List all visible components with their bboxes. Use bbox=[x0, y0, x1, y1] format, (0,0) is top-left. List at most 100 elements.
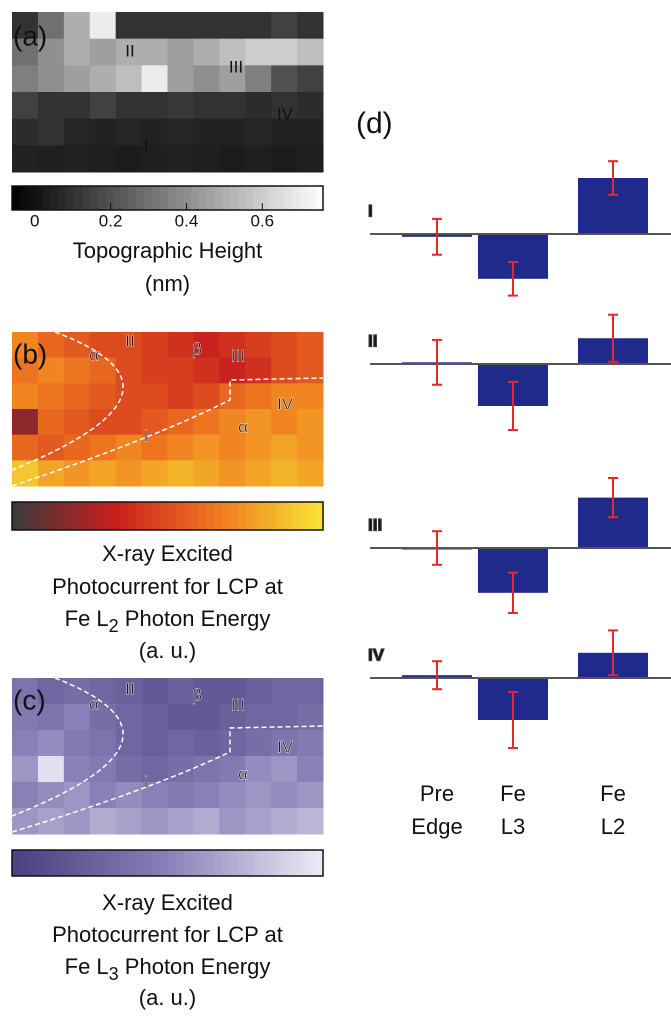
colorbar-segment bbox=[221, 502, 231, 530]
heatmap-cell bbox=[297, 808, 324, 835]
heatmap-cell bbox=[37, 756, 65, 783]
colorbar-segment bbox=[50, 502, 60, 530]
heatmap-cell bbox=[12, 357, 39, 384]
heatmap-cell bbox=[271, 92, 298, 120]
heatmap-cell bbox=[193, 434, 220, 461]
heatmap-cell bbox=[37, 12, 65, 40]
colorbar-segment bbox=[291, 502, 301, 530]
heatmap-cell bbox=[219, 678, 246, 705]
heatmap-cell bbox=[63, 118, 91, 146]
colorbar-segment bbox=[151, 502, 161, 530]
heatmap-cell bbox=[89, 357, 117, 384]
colorbar-segment bbox=[198, 850, 207, 876]
heatmap-cell bbox=[219, 730, 246, 757]
colorbar-segment bbox=[120, 186, 130, 210]
heatmap-cell bbox=[12, 145, 39, 173]
heatmap-cell bbox=[245, 145, 272, 173]
series-label: IV bbox=[368, 645, 385, 664]
colorbar-label-part: 3 bbox=[109, 964, 119, 984]
colorbar-segment bbox=[190, 850, 200, 876]
colorbar-segment bbox=[253, 186, 262, 210]
heatmap-cell bbox=[219, 409, 246, 436]
colorbar-segment bbox=[66, 186, 75, 210]
colorbar-segment bbox=[260, 186, 270, 210]
heatmap-cell bbox=[245, 12, 272, 40]
colorbar-segment bbox=[183, 502, 192, 530]
heatmap-cell bbox=[193, 730, 220, 757]
heatmap-cell bbox=[167, 730, 194, 757]
heatmap-cell bbox=[167, 782, 194, 809]
heatmap-cell bbox=[167, 460, 194, 487]
region-label: IV bbox=[277, 394, 294, 413]
heatmap-cell bbox=[37, 145, 65, 173]
colorbar-segment bbox=[113, 502, 122, 530]
colorbar-segment bbox=[97, 850, 106, 876]
colorbar-segment bbox=[43, 502, 52, 530]
heatmap-cell bbox=[167, 38, 194, 66]
colorbar-segment bbox=[19, 502, 29, 530]
heatmap-cell bbox=[37, 92, 65, 120]
heatmap-cell bbox=[245, 756, 272, 783]
heatmap-cell bbox=[193, 782, 220, 809]
heatmap-cell bbox=[63, 38, 91, 66]
region-label: β bbox=[192, 685, 202, 704]
series-label: II bbox=[368, 331, 377, 350]
colorbar-segment bbox=[35, 850, 44, 876]
heatmap-cell bbox=[193, 460, 220, 487]
heatmap-cell bbox=[37, 409, 65, 436]
colorbar-segment bbox=[276, 850, 285, 876]
heatmap-cell bbox=[271, 808, 298, 835]
heatmap-cell bbox=[12, 756, 39, 783]
colorbar-segment bbox=[128, 850, 137, 876]
heatmap-cell bbox=[245, 434, 272, 461]
colorbar-label-part: Fe L bbox=[65, 954, 109, 979]
colorbar-label-part: Photon Energy bbox=[119, 954, 271, 979]
colorbar-label: Photocurrent for LCP at bbox=[52, 922, 283, 947]
heatmap-cell bbox=[12, 678, 39, 705]
heatmap-cell bbox=[271, 678, 298, 705]
colorbar-segment bbox=[299, 502, 308, 530]
colorbar-segment bbox=[237, 502, 246, 530]
heatmap-cell bbox=[115, 730, 143, 757]
colorbar-segment bbox=[27, 850, 36, 876]
heatmap-cell bbox=[89, 434, 117, 461]
heatmap-cell bbox=[297, 145, 324, 173]
region-label: III bbox=[229, 57, 243, 76]
heatmap-cell bbox=[167, 383, 194, 410]
heatmap-cell bbox=[271, 434, 298, 461]
heatmap-cell bbox=[219, 92, 246, 120]
heatmap-cell bbox=[271, 782, 298, 809]
heatmap-cell bbox=[89, 12, 117, 40]
colorbar-segment bbox=[221, 850, 231, 876]
heatmap-cell bbox=[115, 12, 143, 40]
colorbar-segment bbox=[245, 850, 254, 876]
region-label: III bbox=[231, 695, 245, 714]
heatmap-cell bbox=[89, 782, 117, 809]
colorbar-segment bbox=[35, 186, 44, 210]
colorbar-segment bbox=[159, 850, 168, 876]
heatmap-cell bbox=[89, 383, 117, 410]
heatmap-cell bbox=[63, 704, 91, 731]
heatmap-cell bbox=[12, 332, 39, 359]
colorbar-segment bbox=[284, 186, 293, 210]
colorbar-segment bbox=[307, 502, 316, 530]
region-label: II bbox=[125, 331, 134, 350]
heatmap-cell bbox=[219, 65, 246, 93]
heatmap-cell bbox=[141, 92, 168, 120]
colorbar-segment bbox=[97, 502, 106, 530]
heatmap-cell bbox=[193, 678, 220, 705]
colorbar-segment bbox=[43, 850, 52, 876]
heatmap-cell bbox=[297, 678, 324, 705]
heatmap-cell bbox=[193, 357, 220, 384]
heatmap-cell bbox=[89, 704, 117, 731]
colorbar-segment bbox=[113, 850, 122, 876]
heatmap-cell bbox=[271, 118, 298, 146]
colorbar-segment bbox=[105, 502, 114, 530]
heatmap-cell bbox=[271, 145, 298, 173]
colorbar-segment bbox=[151, 850, 161, 876]
heatmap-cell bbox=[193, 92, 220, 120]
colorbar-segment bbox=[50, 850, 60, 876]
heatmap-cell bbox=[115, 383, 143, 410]
heatmap-cell bbox=[271, 357, 298, 384]
